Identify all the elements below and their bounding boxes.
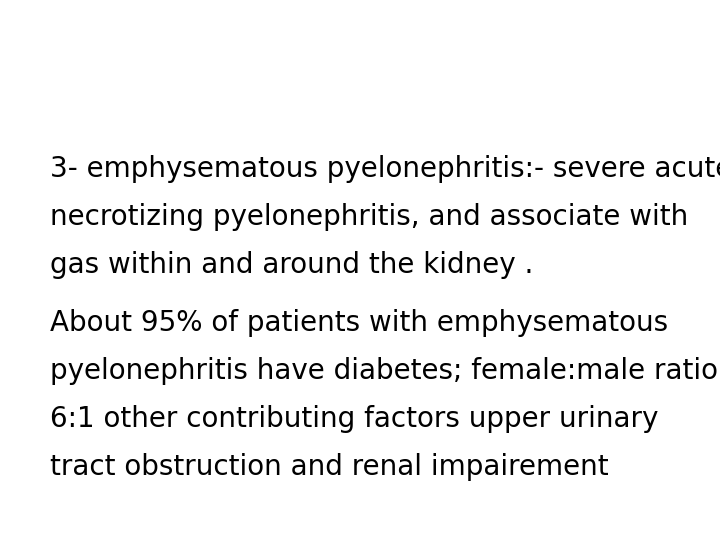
Text: 6:1 other contributing factors upper urinary: 6:1 other contributing factors upper uri… <box>50 405 658 433</box>
Text: pyelonephritis have diabetes; female:male ratio: pyelonephritis have diabetes; female:mal… <box>50 357 718 385</box>
Text: gas within and around the kidney .: gas within and around the kidney . <box>50 251 534 279</box>
Text: 3- emphysematous pyelonephritis:- severe acute: 3- emphysematous pyelonephritis:- severe… <box>50 155 720 183</box>
Text: tract obstruction and renal impairement: tract obstruction and renal impairement <box>50 453 608 481</box>
Text: necrotizing pyelonephritis, and associate with: necrotizing pyelonephritis, and associat… <box>50 203 688 231</box>
Text: About 95% of patients with emphysematous: About 95% of patients with emphysematous <box>50 309 668 337</box>
